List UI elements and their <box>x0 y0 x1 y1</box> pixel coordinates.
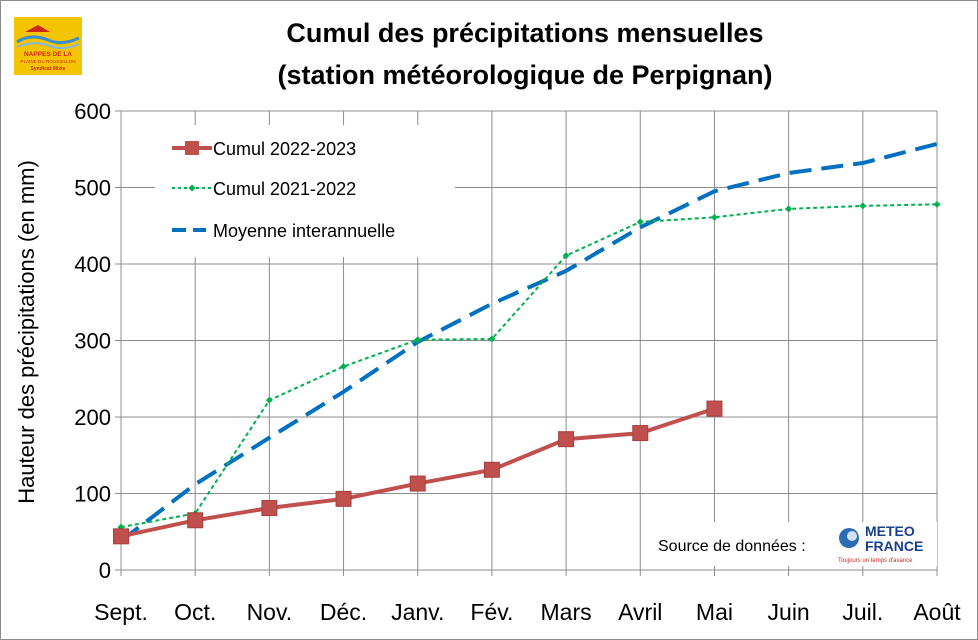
data-point-marker <box>409 475 426 492</box>
x-tick-label: Août <box>913 599 961 625</box>
legend-label: Cumul 2021-2022 <box>213 179 356 199</box>
x-tick-label: Déc. <box>320 599 367 625</box>
x-tick-label: Avril <box>618 599 662 625</box>
y-tick-label: 400 <box>74 252 111 277</box>
x-tick-label: Mai <box>696 599 733 625</box>
series-cumul-2022-2023 <box>113 400 723 545</box>
meteo-france-logo-line-1: METEO <box>865 523 915 539</box>
x-tick-label: Nov. <box>247 599 293 625</box>
x-axis-ticks: Sept. Oct. Nov. Déc. Janv. Fév. Mars Avril Mai Ju… <box>94 570 961 625</box>
x-tick-label: Janv. <box>391 599 444 625</box>
nappes-logo-water-icon-2 <box>16 42 80 50</box>
data-point-marker <box>562 252 570 260</box>
y-axis-title: Hauteur des précipitations (en mm) <box>14 160 39 504</box>
data-point-marker <box>265 396 273 404</box>
legend-swatch-marker <box>185 141 199 155</box>
y-tick-label: 0 <box>99 558 111 583</box>
source-label: Source de données : <box>658 538 806 555</box>
x-tick-label: Juil. <box>842 599 883 625</box>
nappes-logo-water-icon <box>16 35 80 45</box>
meteo-france-logo-line-2: FRANCE <box>865 538 923 554</box>
legend-entry-cumul-2022-2023: Cumul 2022-2023 <box>172 139 356 159</box>
x-tick-label: Juin <box>768 599 810 625</box>
y-tick-label: 500 <box>74 176 111 201</box>
data-point-marker <box>859 202 867 210</box>
source-background <box>652 522 937 566</box>
series-lines <box>113 141 941 545</box>
data-point-marker <box>710 213 718 221</box>
data-point-marker <box>261 500 278 517</box>
x-tick-label: Mars <box>541 599 592 625</box>
nappes-logo-mountain-icon <box>25 25 50 32</box>
legend-label: Cumul 2022-2023 <box>213 139 356 159</box>
y-tick-label: 200 <box>74 405 111 430</box>
legend-entry-cumul-2021-2022: Cumul 2021-2022 <box>172 179 356 199</box>
legend-swatch-marker <box>188 184 196 192</box>
data-point-marker <box>558 431 575 448</box>
data-point-marker <box>488 335 496 343</box>
data-point-marker <box>785 205 793 213</box>
chart-title-line-2: (station météorologique de Perpignan) <box>277 60 772 90</box>
x-tick-label: Oct. <box>174 599 216 625</box>
nappes-logo-line-1: NAPPES DE LA <box>24 51 72 58</box>
legend-label: Moyenne interannuelle <box>213 221 395 241</box>
y-tick-label: 300 <box>74 329 111 354</box>
x-tick-label: Sept. <box>94 599 148 625</box>
data-point-marker <box>340 363 348 371</box>
series-moyenne-interannuelle <box>119 141 938 543</box>
meteo-france-tagline: Toujours un temps d'avance <box>838 558 913 564</box>
y-tick-label: 600 <box>74 99 111 124</box>
series-line <box>119 141 938 543</box>
legend-entry-moyenne-interannuelle: Moyenne interannuelle <box>172 221 395 241</box>
source-attribution: Source de données : METEO FRANCE Toujour… <box>652 522 937 566</box>
nappes-logo-line-3: Syndicat Mixte <box>30 66 65 72</box>
data-point-marker <box>632 425 649 442</box>
meteo-france-logo: METEO FRANCE Toujours un temps d'avance <box>838 523 923 564</box>
data-point-marker <box>335 490 352 507</box>
y-tick-label: 100 <box>74 482 111 507</box>
legend: Cumul 2022-2023 Cumul 2021-2022 Moyenne … <box>155 125 455 257</box>
x-tick-label: Fév. <box>470 599 513 625</box>
y-axis-ticks: 0 100 200 300 400 500 600 <box>74 99 121 583</box>
data-point-marker <box>483 461 500 478</box>
nappes-logo-line-2: PLAINE DU ROUSSILLON <box>20 59 75 64</box>
nappes-roussillon-logo: NAPPES DE LA PLAINE DU ROUSSILLON Syndic… <box>14 17 82 75</box>
data-point-marker <box>414 336 422 344</box>
data-point-marker <box>636 218 644 226</box>
meteo-france-disc-highlight <box>847 531 857 541</box>
data-point-marker <box>187 512 204 529</box>
chart-title-line-1: Cumul des précipitations mensuelles <box>286 18 763 48</box>
data-point-marker <box>706 400 723 417</box>
data-point-marker <box>113 528 129 545</box>
series-line <box>120 203 938 529</box>
data-point-marker <box>933 200 941 208</box>
